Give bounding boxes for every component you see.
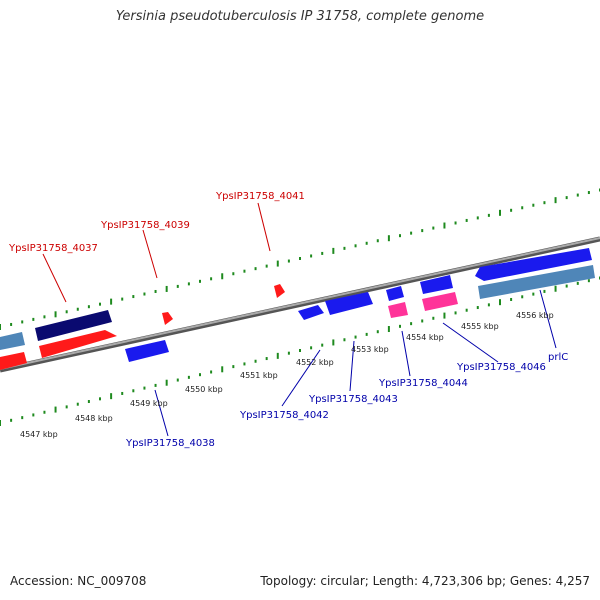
map-title: Yersinia pseudotuberculosis IP 31758, co… <box>115 9 485 24</box>
gene-4037-red[interactable] <box>39 330 117 358</box>
inner-tick-track <box>0 276 600 426</box>
gene-label-4041[interactable]: YpsIP31758_4041 <box>215 191 305 202</box>
gene-block-steel-left[interactable] <box>0 332 25 350</box>
gene-4037-navy[interactable] <box>35 310 112 341</box>
gene-4039-red[interactable] <box>162 312 173 325</box>
gene-4038-blue[interactable] <box>125 340 169 362</box>
gene-4042-blue[interactable] <box>298 305 324 320</box>
scale-label: 4556 kbp <box>516 311 554 320</box>
label-connectors <box>42 202 557 437</box>
forward-features <box>0 248 595 370</box>
backbone-line <box>0 236 600 373</box>
outer-tick-track <box>0 188 600 330</box>
scale-labels: 4547 kbp 4548 kbp 4549 kbp 4550 kbp 4551… <box>20 311 554 439</box>
gene-4043-blue[interactable] <box>325 292 373 315</box>
scale-label: 4552 kbp <box>296 358 334 367</box>
scale-label: 4554 kbp <box>406 333 444 342</box>
scale-label: 4550 kbp <box>185 385 223 394</box>
topology-text: Topology: circular; Length: 4,723,306 bp… <box>260 574 590 588</box>
scale-label: 4553 kbp <box>351 345 389 354</box>
gene-label-prlc[interactable]: prlC <box>548 352 568 363</box>
reverse-features <box>125 275 458 362</box>
gene-label-4037[interactable]: YpsIP31758_4037 <box>8 243 98 254</box>
scale-label: 4548 kbp <box>75 414 113 423</box>
gene-label-4038[interactable]: YpsIP31758_4038 <box>125 438 215 449</box>
scale-label: 4547 kbp <box>20 430 58 439</box>
gene-4046-blue[interactable] <box>475 248 592 281</box>
gene-label-4043[interactable]: YpsIP31758_4043 <box>308 394 398 405</box>
accession-text: Accession: NC_009708 <box>10 574 147 588</box>
forward-gene-labels: YpsIP31758_4037 YpsIP31758_4039 YpsIP317… <box>8 191 305 254</box>
gene-4045-pink[interactable] <box>422 292 458 311</box>
gene-4044-pink[interactable] <box>388 302 408 318</box>
scale-label: 4551 kbp <box>240 371 278 380</box>
gene-block-red-left[interactable] <box>0 352 27 370</box>
gene-label-4042[interactable]: YpsIP31758_4042 <box>239 410 329 421</box>
gene-4041-red[interactable] <box>274 284 285 298</box>
gene-label-4046[interactable]: YpsIP31758_4046 <box>456 362 546 373</box>
scale-label: 4549 kbp <box>130 399 168 408</box>
reverse-gene-labels: YpsIP31758_4038 YpsIP31758_4042 YpsIP317… <box>125 352 568 449</box>
gene-4043b-blue[interactable] <box>386 286 404 301</box>
gene-prlc-steel[interactable] <box>478 265 595 299</box>
gene-label-4039[interactable]: YpsIP31758_4039 <box>100 220 190 231</box>
gene-4045-blue[interactable] <box>420 275 453 294</box>
scale-label: 4555 kbp <box>461 322 499 331</box>
gene-label-4044[interactable]: YpsIP31758_4044 <box>378 378 468 389</box>
